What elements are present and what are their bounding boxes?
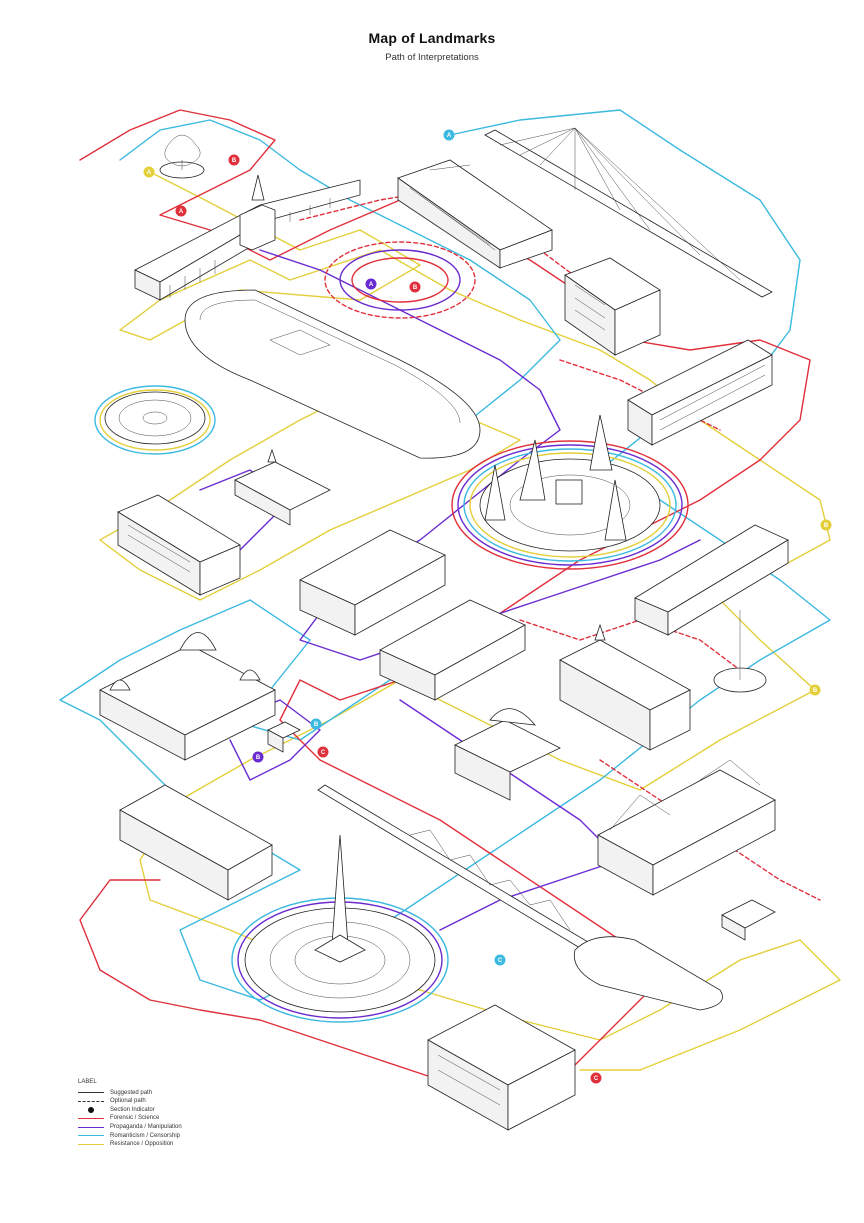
tree-landmark <box>159 134 205 179</box>
legend-swatch <box>78 1143 104 1145</box>
long-hall-spire <box>134 174 361 301</box>
democracy-monument <box>479 414 661 552</box>
map-legend: LABEL Suggested path Optional path Section… <box>78 1078 238 1149</box>
low-building-center <box>379 599 526 701</box>
station-building <box>234 448 331 526</box>
section-marker-letter: B <box>232 158 237 164</box>
stadium-oval <box>184 289 481 459</box>
section-marker-letter: C <box>594 1076 599 1082</box>
section-marker-letter: B <box>314 722 319 728</box>
legend-item: Forensic / Science <box>78 1114 238 1123</box>
school-block-right <box>634 524 789 636</box>
legend-item: Optional path <box>78 1097 238 1106</box>
cable-bridge <box>484 127 773 298</box>
legend-label: Forensic / Science <box>110 1115 160 1122</box>
section-marker-letter: A <box>147 170 152 176</box>
route-resistance-main <box>119 171 841 1071</box>
thai-pavilion <box>597 759 776 896</box>
section-marker: A <box>143 166 155 178</box>
legend-swatch <box>78 1092 104 1094</box>
section-marker: B <box>820 519 832 531</box>
legend-swatch <box>78 1100 104 1102</box>
section-marker: B <box>809 684 821 696</box>
section-marker-letter: A <box>369 282 374 288</box>
legend-label: Optional path <box>110 1098 146 1105</box>
section-marker: C <box>590 1072 602 1084</box>
landmark-drawings <box>99 127 789 1131</box>
section-marker-letter: A <box>447 133 452 139</box>
section-marker: A <box>175 205 187 217</box>
route-romanticism-north <box>119 119 561 421</box>
apartment-building <box>564 257 661 356</box>
legend-item: Propaganda / Manipulation <box>78 1123 238 1132</box>
small-kiosk <box>721 899 776 941</box>
section-marker: A <box>365 278 377 290</box>
legend-label: Propaganda / Manipulation <box>110 1123 182 1130</box>
section-marker-letter: A <box>179 209 184 215</box>
section-marker-letter: C <box>321 750 326 756</box>
route-forensic-main <box>79 109 811 1081</box>
flagpole <box>713 610 767 693</box>
legend-label: Romanticism / Censorship <box>110 1132 181 1139</box>
section-marker: B <box>310 718 322 730</box>
white-block-lower-left <box>119 784 273 901</box>
section-marker-letter: B <box>813 688 818 694</box>
round-plaza <box>104 391 206 445</box>
section-marker-letter: B <box>413 285 418 291</box>
domed-palace <box>99 632 276 761</box>
legend-item: Romanticism / Censorship <box>78 1132 238 1141</box>
legend-heading: LABEL <box>78 1079 97 1085</box>
legend-item: Section Indicator <box>78 1106 238 1115</box>
curved-office-center <box>299 529 446 636</box>
section-marker-letter: B <box>256 755 261 761</box>
lower-office-block <box>427 1004 576 1131</box>
section-markers: A B A A A B B B C B B C C <box>143 129 832 1084</box>
section-marker: C <box>317 746 329 758</box>
victory-monument <box>244 834 436 1013</box>
legend-item: Resistance / Opposition <box>78 1140 238 1149</box>
chapel-building <box>559 623 691 751</box>
section-marker: C <box>494 954 506 966</box>
office-block-right <box>627 339 773 446</box>
legend-item: Suggested path <box>78 1089 238 1098</box>
legend-label: Suggested path <box>110 1089 153 1096</box>
legend-swatch <box>78 1135 104 1137</box>
sculpture-pavilion <box>454 708 561 801</box>
legend-label: Resistance / Opposition <box>110 1141 174 1148</box>
legend-label: Section Indicator <box>110 1106 155 1113</box>
legend-swatch <box>78 1118 104 1120</box>
section-marker-letter: C <box>498 958 503 964</box>
map-title: Map of Landmarks <box>368 30 496 46</box>
curved-pier <box>573 936 723 1011</box>
barracks-left <box>117 494 241 596</box>
legend-swatch <box>78 1126 104 1128</box>
modernist-block-top <box>397 159 553 269</box>
section-marker: B <box>409 281 421 293</box>
small-shrine <box>267 721 301 753</box>
section-marker-letter: B <box>824 523 829 529</box>
route-forensic-south <box>79 879 441 1081</box>
section-marker: B <box>252 751 264 763</box>
section-marker: A <box>443 129 455 141</box>
section-marker: B <box>228 154 240 166</box>
map-subtitle: Path of Interpretations <box>385 52 479 63</box>
legend-swatch <box>78 1107 104 1114</box>
